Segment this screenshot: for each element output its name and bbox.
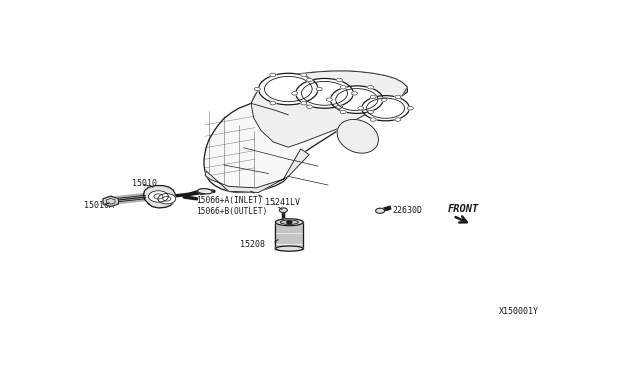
Ellipse shape bbox=[337, 119, 378, 153]
Circle shape bbox=[270, 102, 276, 105]
Ellipse shape bbox=[259, 73, 318, 105]
Text: 15066+A(INLET)
15066+B(OUTLET): 15066+A(INLET) 15066+B(OUTLET) bbox=[196, 196, 267, 216]
Circle shape bbox=[340, 86, 346, 89]
Ellipse shape bbox=[198, 189, 212, 194]
Circle shape bbox=[407, 106, 413, 110]
Ellipse shape bbox=[275, 246, 303, 251]
Circle shape bbox=[358, 106, 364, 110]
Circle shape bbox=[370, 95, 376, 99]
Polygon shape bbox=[275, 222, 303, 248]
Circle shape bbox=[381, 98, 387, 101]
Circle shape bbox=[292, 92, 298, 95]
Circle shape bbox=[287, 221, 292, 224]
Circle shape bbox=[158, 193, 176, 204]
Circle shape bbox=[351, 92, 357, 95]
Text: 22630D: 22630D bbox=[392, 206, 422, 215]
Circle shape bbox=[395, 118, 401, 121]
Text: 15208: 15208 bbox=[240, 240, 265, 249]
Polygon shape bbox=[251, 71, 408, 147]
Circle shape bbox=[254, 87, 260, 91]
Circle shape bbox=[301, 73, 307, 77]
Circle shape bbox=[307, 105, 312, 109]
Text: X150001Y: X150001Y bbox=[499, 307, 539, 316]
Polygon shape bbox=[204, 71, 408, 192]
Circle shape bbox=[337, 78, 342, 81]
Circle shape bbox=[280, 208, 287, 212]
Text: 15241LV: 15241LV bbox=[264, 198, 300, 207]
Ellipse shape bbox=[296, 78, 353, 108]
Circle shape bbox=[316, 87, 323, 91]
Circle shape bbox=[148, 191, 168, 202]
Text: 15010A: 15010A bbox=[84, 201, 114, 211]
Circle shape bbox=[337, 105, 342, 109]
Circle shape bbox=[326, 98, 332, 101]
Polygon shape bbox=[143, 186, 175, 208]
Circle shape bbox=[307, 78, 312, 81]
Circle shape bbox=[367, 86, 373, 89]
Polygon shape bbox=[205, 149, 309, 192]
Circle shape bbox=[340, 110, 346, 114]
Ellipse shape bbox=[275, 219, 303, 226]
Circle shape bbox=[370, 118, 376, 121]
Circle shape bbox=[395, 95, 401, 99]
Text: 15010: 15010 bbox=[132, 179, 157, 188]
Ellipse shape bbox=[330, 86, 383, 113]
Ellipse shape bbox=[362, 96, 410, 121]
Circle shape bbox=[367, 110, 373, 114]
Ellipse shape bbox=[280, 220, 298, 224]
Circle shape bbox=[301, 102, 307, 105]
Circle shape bbox=[270, 73, 276, 77]
Circle shape bbox=[376, 208, 385, 214]
Text: FRONT: FRONT bbox=[448, 205, 479, 215]
Polygon shape bbox=[103, 196, 118, 206]
